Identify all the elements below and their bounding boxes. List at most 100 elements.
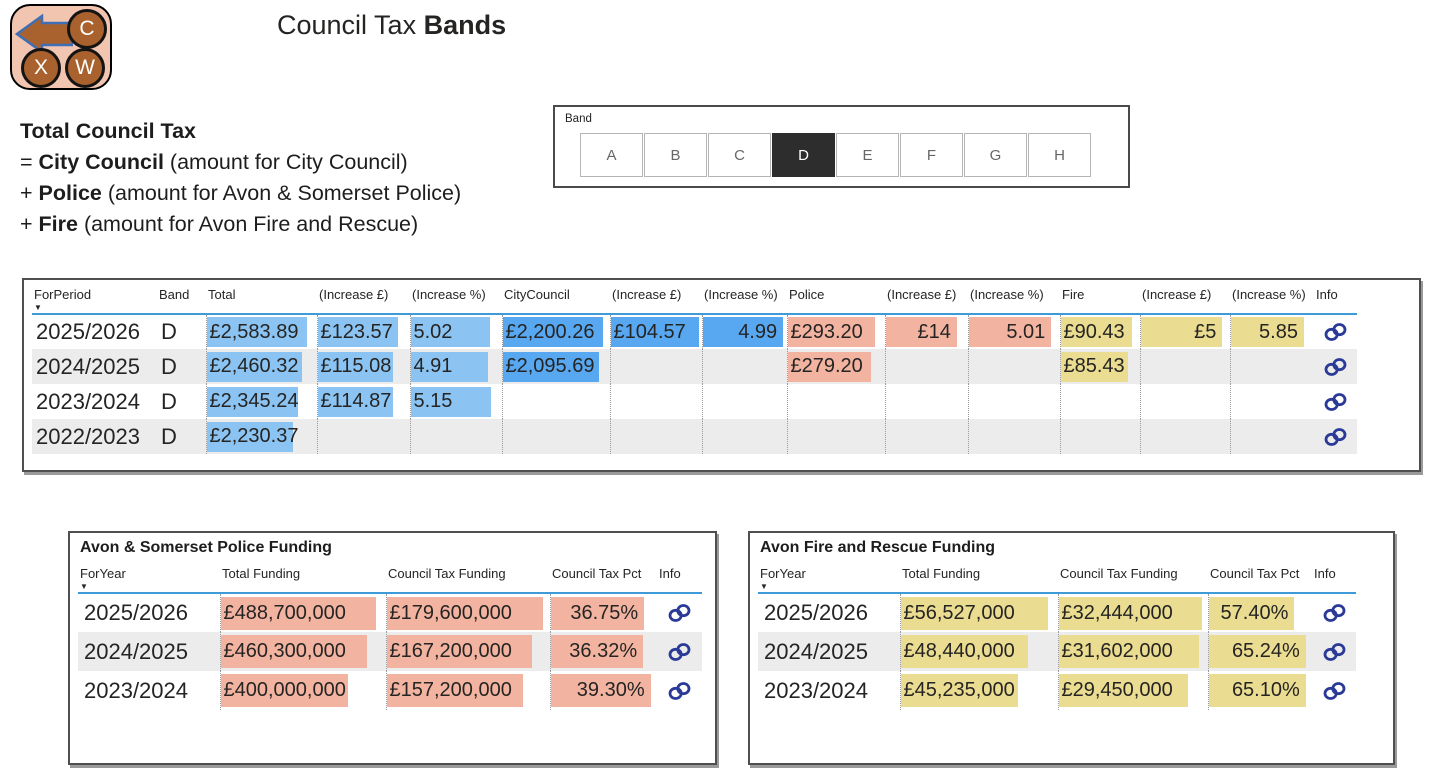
- cell-total-increase-pct: 4.91: [409, 349, 502, 384]
- info-link-icon[interactable]: [667, 681, 692, 701]
- table-row: 2025/2026 £56,527,000 £32,444,000 57.40%: [758, 593, 1356, 632]
- cell-info: [657, 593, 702, 632]
- cell-fire: £90.43: [1059, 314, 1140, 349]
- value-bar: £85.43: [1060, 351, 1129, 382]
- cell-fire-increase-pct: [1229, 384, 1314, 419]
- band-button-d[interactable]: D: [772, 133, 835, 177]
- band-slicer-label: Band: [565, 113, 592, 125]
- cell-city-increase-gbp: [609, 349, 702, 384]
- nav-circle-x[interactable]: X: [21, 48, 61, 88]
- value-bar: £2,460.32: [206, 351, 303, 382]
- cell-total-increase-pct: [409, 419, 502, 454]
- police-funding-visual: Avon & Somerset Police Funding ForYear ▼ …: [68, 531, 717, 765]
- col-header-council-tax-funding[interactable]: Council Tax Funding: [386, 563, 550, 594]
- value-bar: £179,600,000: [386, 596, 543, 630]
- cell-forperiod: 2024/2025: [32, 349, 157, 384]
- cell-fire-increase-gbp: £5: [1139, 314, 1230, 349]
- cell-council-tax-pct: 36.75%: [549, 593, 657, 632]
- value-bar: £488,700,000: [220, 596, 376, 630]
- value-bar: 39.30%: [550, 674, 651, 707]
- col-header-foryear[interactable]: ForYear ▼: [758, 563, 900, 594]
- cell-total-increase-pct: 5.15: [409, 384, 502, 419]
- value-bar: 5.02: [410, 317, 490, 347]
- fire-funding-visual: Avon Fire and Rescue Funding ForYear ▼ To…: [748, 531, 1395, 765]
- value-bar: £5: [1140, 317, 1223, 347]
- police-funding-title: Avon & Somerset Police Funding: [80, 539, 332, 556]
- cell-info: [1314, 419, 1357, 454]
- cell-citycouncil: £2,200.26: [501, 314, 610, 349]
- col-header-total-increase-pct[interactable]: (Increase %): [410, 284, 502, 315]
- info-link-icon[interactable]: [1322, 603, 1347, 623]
- value-bar: £114.87: [317, 386, 393, 417]
- info-link-icon[interactable]: [1322, 642, 1347, 662]
- col-header-council-tax-funding[interactable]: Council Tax Funding: [1058, 563, 1208, 594]
- value-bar: £2,345.24: [206, 386, 298, 417]
- cell-fire-increase-pct: [1229, 349, 1314, 384]
- col-header-foryear[interactable]: ForYear ▼: [78, 563, 220, 594]
- cell-foryear: 2024/2025: [78, 632, 220, 671]
- info-link-icon[interactable]: [667, 642, 692, 662]
- band-button-g[interactable]: G: [964, 133, 1027, 177]
- col-header-total-funding[interactable]: Total Funding: [900, 563, 1058, 594]
- nav-circle-c[interactable]: C: [67, 9, 107, 49]
- col-header-forperiod[interactable]: ForPeriod ▼: [32, 284, 157, 315]
- col-header-info[interactable]: Info: [657, 563, 702, 594]
- info-link-icon[interactable]: [667, 603, 692, 623]
- col-header-total[interactable]: Total: [206, 284, 317, 315]
- back-arrow-icon[interactable]: [15, 14, 73, 54]
- col-header-city-increase-pct[interactable]: (Increase %): [702, 284, 787, 315]
- info-link-icon[interactable]: [1323, 322, 1348, 342]
- band-button-c[interactable]: C: [708, 133, 771, 177]
- cell-info: [1312, 671, 1356, 710]
- col-header-police[interactable]: Police: [787, 284, 885, 315]
- info-link-icon[interactable]: [1323, 427, 1348, 447]
- value-bar: 4.91: [410, 351, 488, 382]
- info-link-icon[interactable]: [1323, 392, 1348, 412]
- cell-city-increase-pct: 4.99: [701, 314, 787, 349]
- band-button-a[interactable]: A: [580, 133, 643, 177]
- nav-bookmark-group[interactable]: C X W: [10, 4, 112, 90]
- col-header-fire-increase-gbp[interactable]: (Increase £): [1140, 284, 1230, 315]
- cell-band: D: [161, 319, 177, 344]
- cell-police-increase-gbp: £14: [884, 314, 968, 349]
- police-funding-table: ForYear ▼ Total Funding Council Tax Fundi…: [78, 563, 702, 710]
- col-header-info[interactable]: Info: [1312, 563, 1356, 594]
- col-header-city-increase-gbp[interactable]: (Increase £): [610, 284, 702, 315]
- cell-forperiod: 2025/2026: [36, 319, 140, 344]
- value-bar: £56,527,000: [900, 596, 1049, 630]
- cell-total-funding: £48,440,000: [899, 632, 1058, 671]
- col-header-fire-increase-pct[interactable]: (Increase %): [1230, 284, 1314, 315]
- cell-police-increase-pct: [967, 349, 1060, 384]
- cell-total: £2,583.89: [205, 314, 317, 349]
- col-header-citycouncil[interactable]: CityCouncil: [502, 284, 610, 315]
- cell-council-tax-funding: £29,450,000: [1057, 671, 1208, 710]
- cell-city-increase-gbp: [609, 419, 702, 454]
- cell-info: [1314, 349, 1357, 384]
- band-button-b[interactable]: B: [644, 133, 707, 177]
- info-link-icon[interactable]: [1323, 357, 1348, 377]
- col-header-council-tax-pct[interactable]: Council Tax Pct: [550, 563, 657, 594]
- col-header-total-increase-gbp[interactable]: (Increase £): [317, 284, 410, 315]
- band-button-f[interactable]: F: [900, 133, 963, 177]
- col-header-fire[interactable]: Fire: [1060, 284, 1140, 315]
- value-bar: 5.85: [1230, 317, 1304, 347]
- col-header-police-increase-pct[interactable]: (Increase %): [968, 284, 1060, 315]
- cell-council-tax-pct: 65.10%: [1207, 671, 1312, 710]
- col-header-info[interactable]: Info: [1314, 284, 1357, 315]
- nav-circle-w[interactable]: W: [65, 48, 105, 88]
- cell-police: [786, 419, 885, 454]
- info-link-icon[interactable]: [1322, 681, 1347, 701]
- page-title-regular: Council Tax: [277, 10, 424, 40]
- col-header-council-tax-pct[interactable]: Council Tax Pct: [1208, 563, 1312, 594]
- col-header-total-funding[interactable]: Total Funding: [220, 563, 386, 594]
- value-bar: 36.75%: [550, 596, 645, 630]
- fire-funding-title: Avon Fire and Rescue Funding: [760, 539, 995, 556]
- cell-total-increase-pct: 5.02: [409, 314, 502, 349]
- band-button-e[interactable]: E: [836, 133, 899, 177]
- band-button-h[interactable]: H: [1028, 133, 1091, 177]
- cell-info: [657, 632, 702, 671]
- value-bar: £279.20: [787, 351, 871, 382]
- cell-council-tax-funding: £157,200,000: [385, 671, 550, 710]
- col-header-band[interactable]: Band: [157, 284, 206, 315]
- col-header-police-increase-gbp[interactable]: (Increase £): [885, 284, 968, 315]
